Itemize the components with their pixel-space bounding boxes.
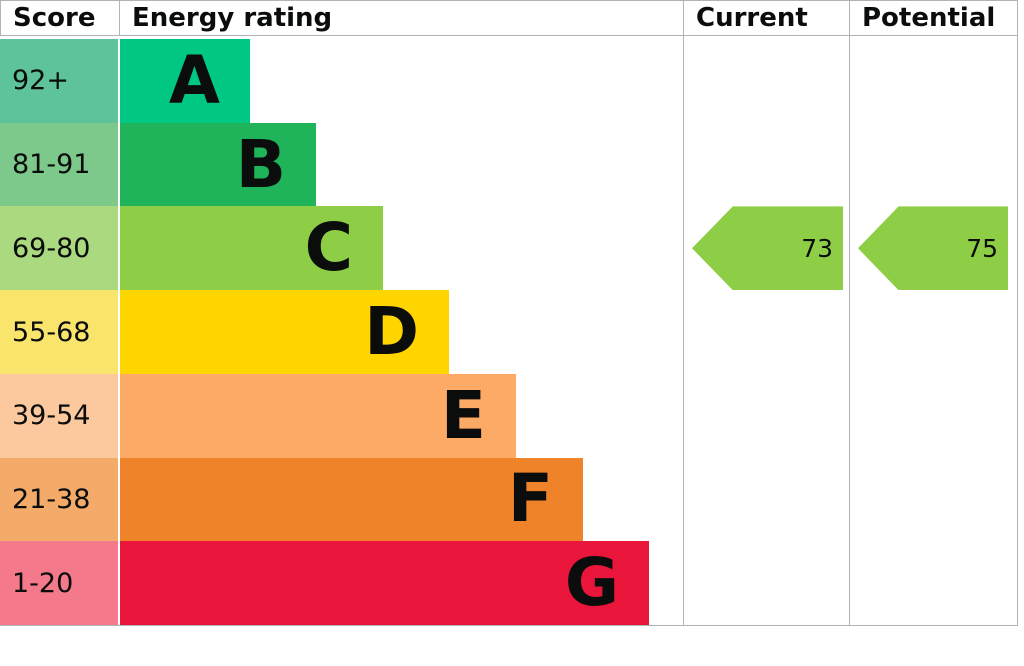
band-row-c: 69-80 C: [0, 206, 1018, 291]
score-range-label: 39-54: [0, 373, 118, 458]
band-bar-a: A: [120, 39, 250, 123]
rating-bands: 92+ A 81-91 B 69-80 C 55-68 D 39-54 E 21-38 F 1-20 G: [0, 39, 1018, 626]
band-row-a: 92+ A: [0, 39, 1018, 123]
current-column-header: Current: [683, 0, 850, 36]
table-bottom-border: [0, 625, 1018, 626]
band-row-g: 1-20 G: [0, 541, 1018, 626]
score-range-label: 1-20: [0, 541, 118, 626]
potential-column-left-divider: [849, 0, 850, 626]
score-bar-gap: [118, 541, 120, 626]
band-letter: C: [304, 209, 353, 287]
band-letter: F: [507, 460, 553, 538]
band-bar-c: C: [120, 206, 383, 291]
score-bar-gap: [118, 457, 120, 542]
band-bar-f: F: [120, 457, 583, 542]
band-row-d: 55-68 D: [0, 290, 1018, 374]
band-row-f: 21-38 F: [0, 457, 1018, 542]
current-rating-value: 73: [801, 233, 833, 263]
band-bar-d: D: [120, 290, 449, 374]
current-column-left-divider: [683, 0, 684, 626]
potential-rating-value: 75: [966, 233, 998, 263]
score-bar-gap: [118, 39, 120, 123]
table-right-border: [1017, 0, 1018, 626]
band-letter: D: [364, 293, 419, 371]
energy-rating-column-header: Energy rating: [119, 0, 684, 36]
score-range-label: 81-91: [0, 122, 118, 207]
band-letter: A: [168, 41, 220, 119]
potential-column-header: Potential: [849, 0, 1018, 36]
band-bar-b: B: [120, 122, 316, 207]
score-bar-gap: [118, 290, 120, 374]
score-bar-gap: [118, 373, 120, 458]
score-bar-gap: [118, 122, 120, 207]
band-bar-e: E: [120, 373, 516, 458]
band-letter: G: [564, 544, 619, 622]
band-row-b: 81-91 B: [0, 122, 1018, 207]
band-letter: E: [440, 376, 486, 454]
score-bar-gap: [118, 206, 120, 291]
score-range-label: 92+: [0, 39, 118, 123]
score-range-label: 55-68: [0, 290, 118, 374]
score-range-label: 69-80: [0, 206, 118, 291]
band-row-e: 39-54 E: [0, 373, 1018, 458]
score-range-label: 21-38: [0, 457, 118, 542]
band-letter: B: [235, 125, 286, 203]
band-bar-g: G: [120, 541, 649, 626]
score-column-header: Score: [0, 0, 120, 36]
